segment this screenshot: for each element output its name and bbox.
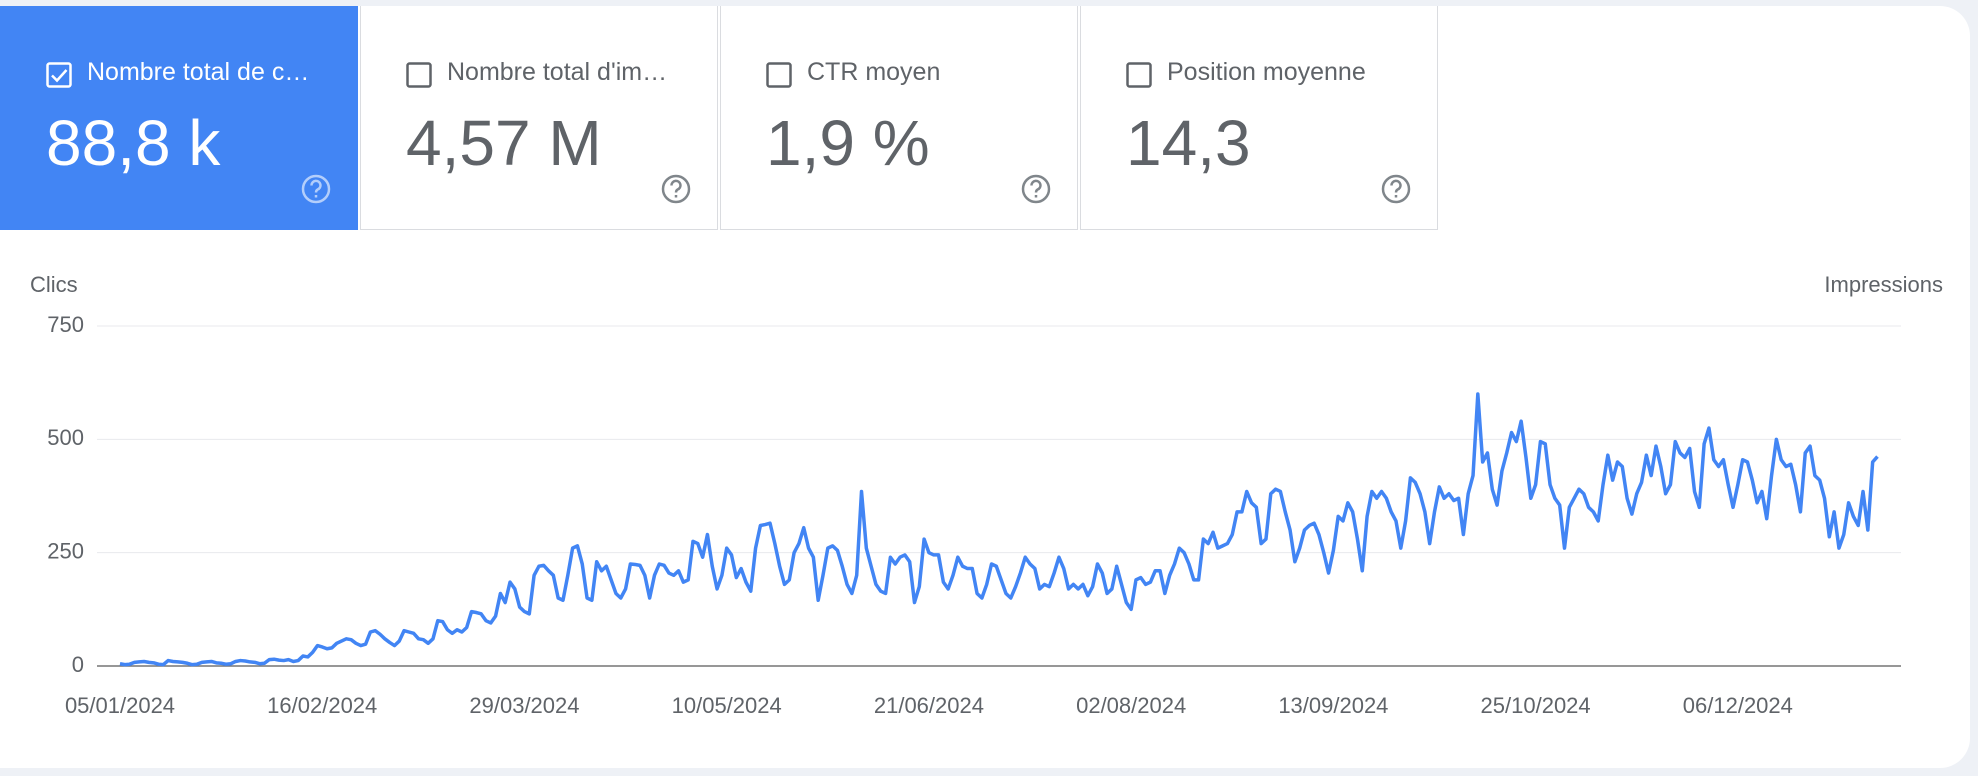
help-glyph [1390,179,1402,198]
x-tick-label: 06/12/2024 [1683,693,1793,718]
y-tick-label: 0 [72,652,84,677]
x-tick-label: 25/10/2024 [1481,693,1591,718]
y-tick-label: 750 [47,312,84,337]
help-circle [1021,174,1051,204]
metric-value: 14,3 [1126,107,1251,179]
checkmark [51,69,68,83]
help-glyph [670,179,682,198]
x-tick-label: 02/08/2024 [1076,693,1186,718]
series-line [119,392,1879,667]
checkbox[interactable] [406,62,432,88]
y2-axis-title: Impressions [1824,272,1943,297]
help-icon[interactable] [1020,173,1052,205]
metric-label: Nombre total d'im… [447,58,668,86]
y-axis-title: Clics [30,272,78,297]
help-icon[interactable] [1380,173,1412,205]
y-tick-label: 250 [47,538,84,563]
metric-label: CTR moyen [807,58,941,86]
metric-value: 88,8 k [46,107,221,179]
chart: Clics Impressions 0 250 500 750 05/01/2024 16/0… [30,272,1943,718]
metric-card[interactable]: Nombre total d'im… 4,57 M [360,6,718,230]
metric-card[interactable]: CTR moyen 1,9 % [720,6,1078,230]
checkbox[interactable] [1126,62,1152,88]
checkbox-box [1126,62,1152,88]
help-circle [301,174,331,204]
x-tick-label: 05/01/2024 [65,693,175,718]
x-tick-label: 21/06/2024 [874,693,984,718]
metric-label: Position moyenne [1167,58,1366,86]
metric-card[interactable]: Nombre total de c… 88,8 k [0,6,358,230]
checkbox[interactable] [766,62,792,88]
checkbox-box [46,62,72,88]
checkbox-box [406,62,432,88]
checkbox[interactable] [46,62,72,88]
metric-value: 4,57 M [406,107,602,179]
help-glyph [310,179,322,198]
x-tick-label: 10/05/2024 [672,693,782,718]
x-tick-label: 16/02/2024 [267,693,377,718]
performance-panel: Clics Impressions 0 250 500 750 05/01/2024 16/0… [0,6,1970,768]
help-icon[interactable] [300,173,332,205]
help-circle [1381,174,1411,204]
metric-card[interactable]: Position moyenne 14,3 [1080,6,1438,230]
metric-value: 1,9 % [766,107,930,179]
x-tick-label: 29/03/2024 [469,693,579,718]
x-tick-label: 13/09/2024 [1278,693,1388,718]
metric-label: Nombre total de c… [87,58,310,86]
help-circle [661,174,691,204]
checkbox-box [766,62,792,88]
help-icon[interactable] [660,173,692,205]
y-tick-label: 500 [47,425,84,450]
help-glyph [1030,179,1042,198]
